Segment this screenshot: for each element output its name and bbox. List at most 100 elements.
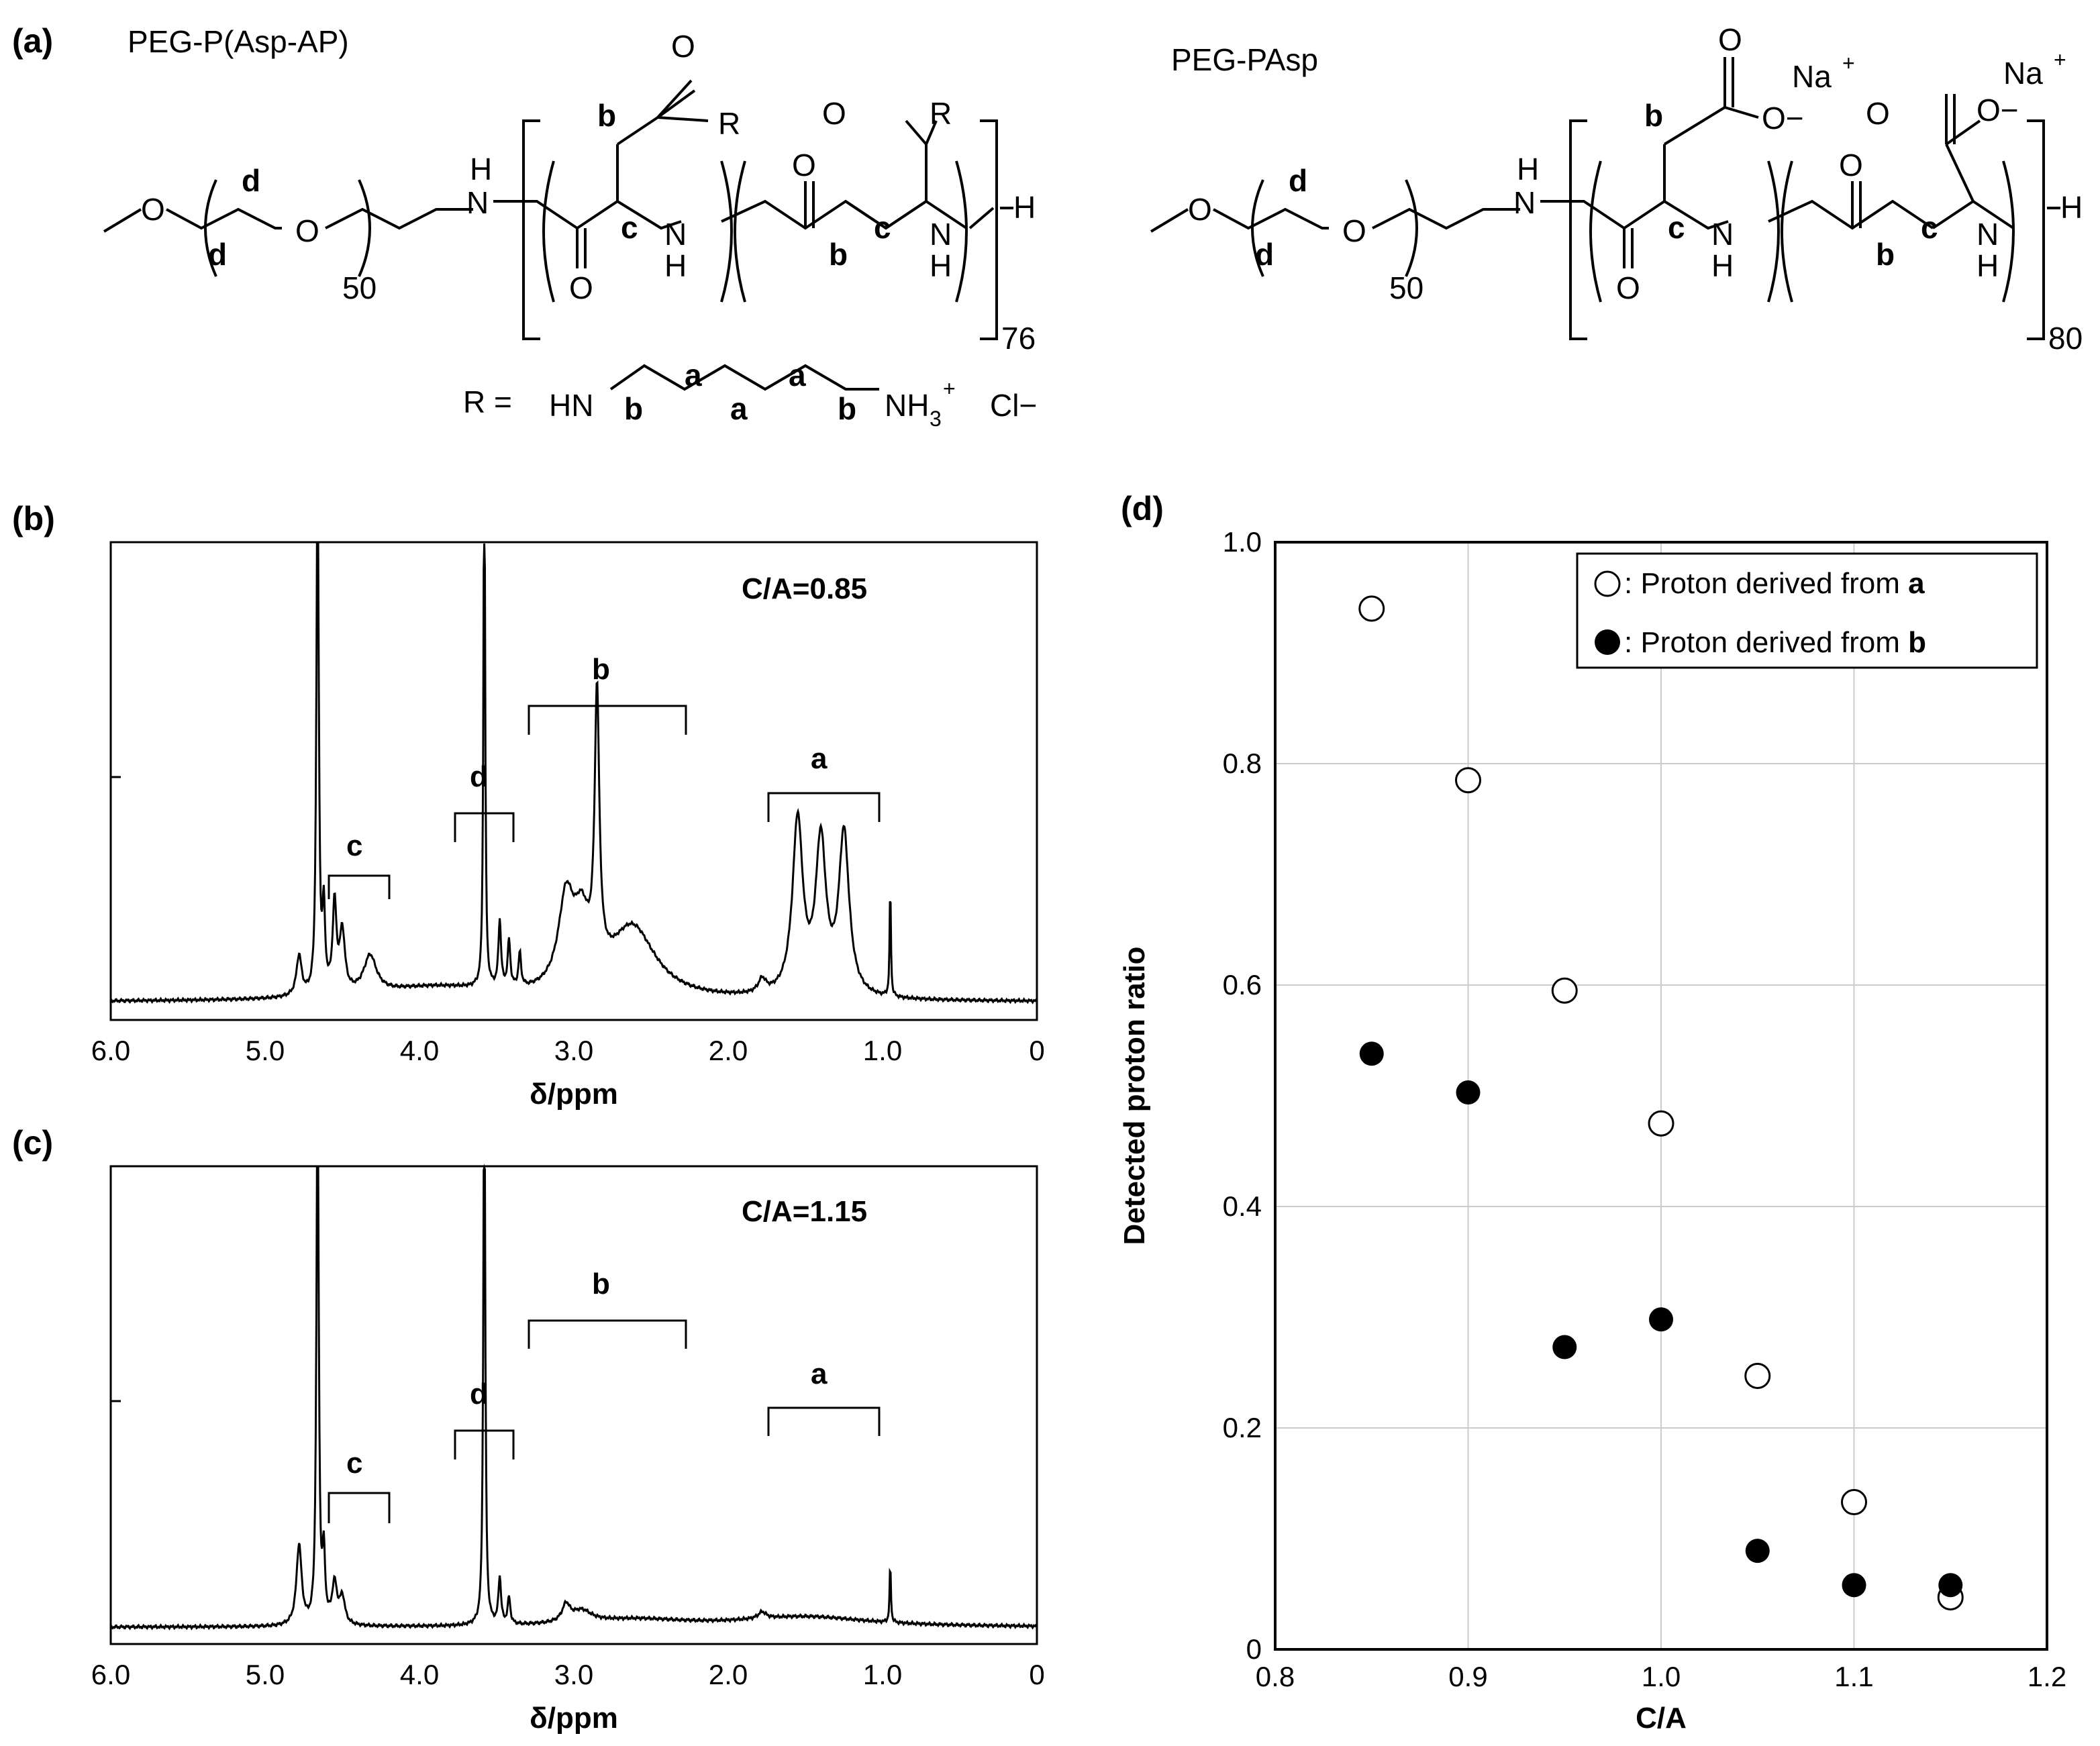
xtick: 5.0 (246, 1035, 285, 1066)
o-minus: O− (1977, 93, 2019, 127)
point-a (1744, 1362, 1771, 1389)
spectrum-b-xticks: 6.0 5.0 4.0 3.0 2.0 1.0 0 (91, 1035, 1045, 1066)
scatter-yticks: 0 0.2 0.4 0.6 0.8 1.0 (1223, 526, 1262, 1665)
atom-n: N (1977, 217, 1999, 252)
peak-label-c: c (346, 829, 362, 862)
xtick: 1.0 (863, 1035, 902, 1066)
ytick-label: 0.4 (1223, 1190, 1262, 1222)
xtick: 0 (1029, 1035, 1044, 1066)
r-nh3: NH (885, 388, 929, 423)
atom-o: O (141, 192, 165, 227)
xtick: 4.0 (400, 1659, 439, 1690)
xtick: 6.0 (91, 1035, 130, 1066)
r-prefix: R = (463, 384, 512, 419)
spectrum-b-brackets (328, 705, 881, 899)
xtick-label: 1.1 (1834, 1661, 1873, 1692)
scatter-xlabel: C/A (1636, 1702, 1687, 1735)
point-a (1551, 977, 1578, 1004)
xtick: 2.0 (709, 1035, 748, 1066)
site-b-label: b (838, 391, 856, 426)
atom-h: H (2060, 190, 2083, 225)
peak-label-d: d (470, 760, 488, 793)
spectrum-b-frame (109, 541, 1038, 1021)
na-plus: + (1842, 51, 1855, 75)
spectrum-c-xlabel: δ/ppm (530, 1702, 618, 1735)
structure-left-labels: PEG-P(Asp-AP) O O d d 50 H N O c N H b O… (128, 24, 1037, 431)
structure-right-labels: PEG-PAsp O O d d 50 H N O c N H b O O− N… (1171, 22, 2083, 356)
xtick: 3.0 (554, 1035, 593, 1066)
site-d-label: d (1255, 237, 1274, 272)
point-b (1552, 1335, 1577, 1359)
atom-h: H (1517, 152, 1539, 187)
scatter-grid (1274, 542, 2048, 1650)
legend-filled-marker (1595, 629, 1620, 655)
site-b-label: b (624, 391, 643, 426)
atom-h: H (930, 248, 952, 283)
xtick: 3.0 (554, 1659, 593, 1690)
o-minus: O− (1762, 101, 1804, 136)
site-b-label: b (829, 237, 848, 272)
atom-r: R (930, 96, 952, 131)
peg-repeat-left: 50 (342, 270, 377, 305)
peak-label-a: a (811, 1357, 828, 1390)
atom-h: H (470, 152, 492, 187)
xtick: 2.0 (709, 1659, 748, 1690)
point-b (1745, 1539, 1770, 1563)
xtick: 4.0 (400, 1035, 439, 1066)
ytick-label: 0.8 (1223, 748, 1262, 779)
point-a (1648, 1110, 1674, 1137)
xtick: 0 (1029, 1659, 1044, 1690)
spectrum-c-xticks: 6.0 5.0 4.0 3.0 2.0 1.0 0 (91, 1659, 1045, 1690)
scatter-legend: : Proton derived from a : Proton derived… (1576, 552, 2038, 669)
legend-box (1576, 552, 2038, 669)
xtick-label: 1.0 (1642, 1661, 1681, 1692)
atom-o: O (1616, 270, 1640, 305)
atom-h: H (1013, 190, 1036, 225)
atom-o: O (671, 29, 695, 64)
peak-label-b: b (592, 1268, 610, 1300)
xtick-label: 1.2 (2028, 1661, 2066, 1692)
xtick-label: 0.8 (1256, 1661, 1295, 1692)
atom-n: N (930, 217, 952, 252)
ytick-label: 1.0 (1223, 526, 1262, 558)
atom-o: O (822, 96, 846, 131)
spectrum-b-xlabel: δ/ppm (530, 1078, 618, 1111)
atom-o: O (1866, 96, 1890, 131)
na-plus: + (2054, 48, 2066, 72)
structure-peg-pasp (1150, 57, 2060, 340)
point-b (1359, 1041, 1384, 1066)
spectrum-c-trace (110, 1164, 1038, 1631)
site-c-label: c (621, 210, 638, 245)
atom-o: O (295, 213, 319, 248)
point-b (1938, 1573, 1963, 1598)
point-a (1358, 595, 1385, 622)
na-ion: Na (1792, 59, 1832, 94)
point-a (1841, 1489, 1867, 1516)
spectrum-c-annotation: C/A=1.15 (742, 1195, 867, 1228)
atom-h: H (1711, 248, 1734, 283)
atom-n: N (466, 185, 489, 220)
peak-label-a: a (811, 742, 828, 775)
atom-o: O (792, 148, 816, 183)
atom-o: O (1718, 22, 1742, 57)
r-nh3-sub: 3 (930, 407, 942, 431)
site-b-label: b (1876, 237, 1895, 272)
atom-h: H (1977, 248, 1999, 283)
atom-n: N (1513, 185, 1536, 220)
structure-peg-pasp-ap (103, 79, 1013, 391)
site-c-label: c (1921, 210, 1938, 245)
atom-n: N (1711, 217, 1734, 252)
peg-repeat-right: 50 (1389, 270, 1423, 305)
legend-open-marker (1594, 570, 1621, 597)
xtick: 6.0 (91, 1659, 130, 1690)
atom-o: O (1839, 148, 1863, 183)
ytick-label: 0.6 (1223, 969, 1262, 1000)
scatter-points (1358, 595, 1964, 1610)
atom-o: O (569, 270, 593, 305)
atom-h: H (664, 248, 687, 283)
site-d-label: d (208, 237, 227, 272)
xtick: 1.0 (863, 1659, 902, 1690)
poly-repeat-left: 76 (1001, 321, 1036, 356)
ytick-label: 0.2 (1223, 1412, 1262, 1443)
